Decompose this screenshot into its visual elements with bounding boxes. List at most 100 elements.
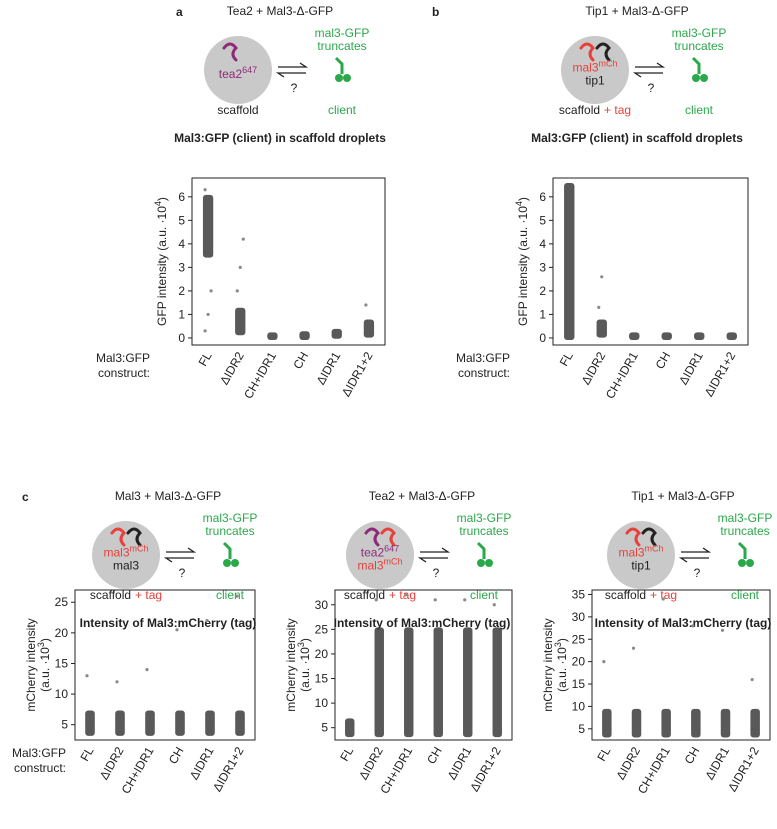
text-part: ) xyxy=(298,638,312,642)
droplet xyxy=(607,521,675,589)
panel-header: Tip1 + Mal3-Δ-GFP xyxy=(585,4,688,18)
y-tick-label: 3 xyxy=(539,260,546,274)
point-band xyxy=(235,307,246,336)
outlier-point xyxy=(238,265,242,269)
text-part: tea2 xyxy=(361,546,385,560)
client-label: client xyxy=(685,103,714,117)
question-mark: ? xyxy=(648,81,655,95)
point-band xyxy=(374,627,384,738)
text-part: GFP intensity (a.u. ·10 xyxy=(516,206,530,326)
point-band xyxy=(691,708,701,738)
point-band xyxy=(267,332,278,340)
tag-label: + tag xyxy=(650,588,677,602)
y-tick-label: 35 xyxy=(572,587,586,601)
text-part: mCherry intensity xyxy=(541,618,555,711)
text-part: GFP intensity (a.u. ·10 xyxy=(155,206,169,326)
client-icon xyxy=(477,559,485,567)
x-tick-label: ΔIDR2 xyxy=(97,744,127,782)
text-part: tip1 xyxy=(631,559,651,573)
x-tick-label: FL xyxy=(77,744,96,763)
outlier-point xyxy=(600,275,604,279)
client-icon xyxy=(691,56,701,74)
superscript: 4 xyxy=(153,201,163,206)
client-name: mal3-GFP xyxy=(457,511,512,525)
text-part: mal3 xyxy=(103,546,129,560)
y-tick-label: 4 xyxy=(178,237,185,251)
point-band xyxy=(726,332,737,340)
superscript: 647 xyxy=(242,65,257,75)
tag-label: + tag xyxy=(389,588,416,602)
superscript: 4 xyxy=(514,201,524,206)
x-tick-label: CH xyxy=(653,350,674,372)
outlier-point xyxy=(235,289,239,293)
text: tea2647 xyxy=(219,65,257,81)
panel-letter: c xyxy=(22,490,29,504)
x-tick-label: ΔIDR1 xyxy=(445,744,475,782)
superscript: mCh xyxy=(384,557,403,567)
text: mCherry intensity xyxy=(541,618,555,711)
text-part: mal3 xyxy=(618,546,644,560)
y-tick-label: 10 xyxy=(572,699,586,713)
plot-frame xyxy=(552,177,749,346)
molecule-icon xyxy=(222,42,238,62)
scaffold-word: scaffold xyxy=(90,588,131,602)
outlier-point xyxy=(631,646,636,650)
scaffold-word: scaffold xyxy=(559,103,600,117)
text-part: (a.u. ·10 xyxy=(38,647,52,692)
point-band xyxy=(564,183,575,340)
outlier-point xyxy=(661,597,665,601)
droplet xyxy=(204,36,272,104)
client-label: client xyxy=(328,103,357,117)
text: mal3mCh xyxy=(103,544,148,560)
client-icon xyxy=(343,74,351,82)
point-band xyxy=(631,708,642,738)
text: tip1 xyxy=(585,74,605,88)
text: mal3mCh xyxy=(357,557,402,573)
y-tick-label: 5 xyxy=(61,718,68,732)
y-tick-label: 15 xyxy=(572,677,586,691)
panel-title: Intensity of Mal3:mCherry (tag) xyxy=(595,616,772,630)
point-band xyxy=(694,332,705,340)
text-part: tea2 xyxy=(219,67,243,81)
point-band xyxy=(629,332,640,340)
text: tip1 xyxy=(631,559,651,573)
point-band xyxy=(235,710,245,736)
scaffold-word: scaffold xyxy=(217,103,258,117)
client-name: truncates xyxy=(459,524,508,538)
outlier-point xyxy=(750,677,754,682)
x-tick-label: CH xyxy=(682,745,703,767)
text-part: ) xyxy=(516,197,530,201)
molecule-icon xyxy=(126,527,142,547)
tag-label: + tag xyxy=(604,103,631,117)
client-icon xyxy=(335,74,343,82)
text-part: mal3 xyxy=(113,559,139,573)
arrow xyxy=(166,547,197,553)
text: (a.u. ·103) xyxy=(553,638,569,692)
y-tick-label: 6 xyxy=(178,190,185,204)
y-tick-label: 20 xyxy=(55,626,69,640)
point-band xyxy=(145,710,155,736)
y-tick-label: 25 xyxy=(55,595,69,609)
molecule-icon xyxy=(364,527,380,547)
question-mark: ? xyxy=(179,566,186,580)
client-icon xyxy=(222,541,232,559)
plot-frame xyxy=(334,589,513,741)
point-band xyxy=(205,710,215,736)
y-tick-label: 30 xyxy=(315,598,329,612)
x-tick-label: CH xyxy=(290,350,311,372)
client-icon xyxy=(231,559,239,567)
outlier-point xyxy=(404,593,408,597)
droplet xyxy=(561,36,629,104)
point-band xyxy=(345,718,355,738)
point-band xyxy=(115,710,125,736)
x-tick-label: ΔIDR1+2 xyxy=(702,349,739,399)
text: GFP intensity (a.u. ·104) xyxy=(514,197,530,326)
x-tick-label: ΔIDR1 xyxy=(676,349,706,387)
arrow xyxy=(681,547,712,553)
molecule-icon xyxy=(380,527,396,547)
point-band xyxy=(661,708,671,738)
y-tick-label: 3 xyxy=(178,260,185,274)
outlier-point xyxy=(364,303,368,307)
x-tick-label: ΔIDR1+2 xyxy=(339,349,376,399)
